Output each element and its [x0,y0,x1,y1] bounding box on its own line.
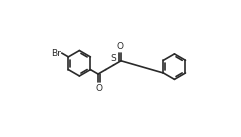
Text: O: O [117,42,124,51]
Text: Br: Br [51,48,61,58]
Text: S: S [110,54,116,63]
Text: O: O [95,84,102,93]
